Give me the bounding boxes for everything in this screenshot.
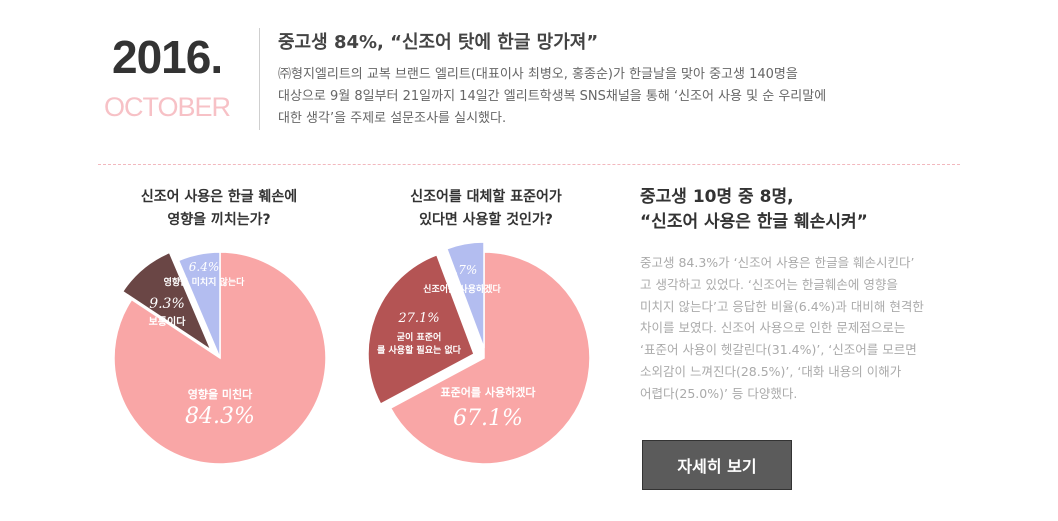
- summary-body-line: 중고생 84.3%가 ‘신조어 사용은 한글을 훼손시킨다’: [640, 255, 915, 270]
- view-details-button[interactable]: 자세히 보기: [642, 440, 792, 490]
- chart1-slice-1: [121, 251, 213, 353]
- summary-title: 중고생 10명 중 8명, “신조어 사용은 한글 훼손시켜”: [640, 185, 868, 235]
- summary-body-line: ‘표준어 사용이 헷갈린다(31.4%)’, ‘신조어를 모르면: [640, 342, 917, 358]
- chart2-title: 신조어를 대체할 표준어가 있다면 사용할 것인가?: [356, 186, 616, 232]
- chart2-category-label-1: 를 사용할 필요는 없다: [377, 344, 462, 356]
- chart2-title-line: 있다면 사용할 것인가?: [419, 212, 553, 228]
- chart1-value-label-0: 84.3%: [185, 404, 255, 429]
- chart1-category-label-1: 보통이다: [149, 315, 187, 328]
- chart1-value-label-1: 9.3%: [149, 296, 185, 312]
- chart2-category-label-0: 표준어를 사용하겠다: [441, 385, 537, 399]
- summary-body: 중고생 84.3%가 ‘신조어 사용은 한글을 훼손시킨다’ 고 생각하고 있었…: [640, 252, 970, 405]
- summary-title-line: 중고생 10명 중 8명,: [640, 187, 794, 207]
- pie-chart-1: 84.3% 영향을 미친다 9.3% 보통이다 6.4% 영향을 미치지 않는다: [113, 251, 327, 465]
- summary-body-line: 고 생각하고 있었다. ‘신조어는 한글훼손에 영향을: [640, 276, 898, 292]
- section-divider: [98, 164, 960, 165]
- summary-body-line: 소외감이 느껴진다(28.5%)’, ‘대화 내용의 이해가: [640, 363, 902, 379]
- intro-text: ㈜형지엘리트의 교복 브랜드 엘리트(대표이사 최병오, 홍종순)가 한글날을 …: [278, 64, 968, 130]
- chart1-category-label-0: 영향을 미친다: [188, 387, 253, 401]
- chart2-category-label-1: 굳이 표준어: [397, 331, 442, 343]
- chart2-slice-0: [389, 251, 591, 465]
- chart2-slice-2: [445, 241, 485, 349]
- headline: 중고생 84%, “신조어 탓에 한글 망가져”: [278, 32, 599, 53]
- summary-body-line: 차이를 보였다. 신조어 사용으로 인한 문제점으로는: [640, 320, 906, 336]
- summary-body-line: 어렵다(25.0%)’ 등 다양했다.: [640, 385, 798, 401]
- summary-body-line: 미치지 않는다’고 응답한 비율(6.4%)과 대비해 현격한: [640, 298, 924, 314]
- chart1-slice-2: [177, 251, 221, 359]
- summary-title-line: “신조어 사용은 한글 훼손시켜”: [640, 212, 868, 232]
- intro-line: ㈜형지엘리트의 교복 브랜드 엘리트(대표이사 최병오, 홍종순)가 한글날을 …: [278, 67, 798, 82]
- pie-chart-2: 67.1% 표준어를 사용하겠다 27.1% 굳이 표준어를 사용할 필요는 없다 5.…: [367, 241, 591, 465]
- chart2-title-line: 신조어를 대체할 표준어가: [410, 189, 562, 205]
- chart1-title: 신조어 사용은 한글 훼손에 영향을 끼치는가?: [89, 186, 349, 232]
- chart2-value-label-2: 5.7%: [447, 263, 478, 277]
- chart1-title-line: 신조어 사용은 한글 훼손에: [140, 189, 298, 205]
- chart2-slice-1: [367, 253, 475, 406]
- year: 2016.: [112, 31, 223, 83]
- chart2-category-label-2: 신조어를 사용하겠다: [423, 283, 501, 295]
- chart1-value-label-2: 6.4%: [189, 260, 220, 274]
- chart1-title-line: 영향을 끼치는가?: [167, 212, 271, 228]
- intro-line: 대상으로 9월 8일부터 21일까지 14일간 엘리트학생복 SNS채널을 통해…: [278, 89, 827, 104]
- header-divider: [259, 28, 260, 130]
- month: OCTOBER: [104, 92, 231, 122]
- intro-line: 대한 생각’을 주제로 설문조사를 실시했다.: [278, 111, 507, 126]
- chart2-value-label-1: 27.1%: [397, 311, 439, 326]
- chart2-value-label-0: 67.1%: [453, 406, 523, 431]
- chart1-category-label-2: 영향을 미치지 않는다: [164, 276, 246, 288]
